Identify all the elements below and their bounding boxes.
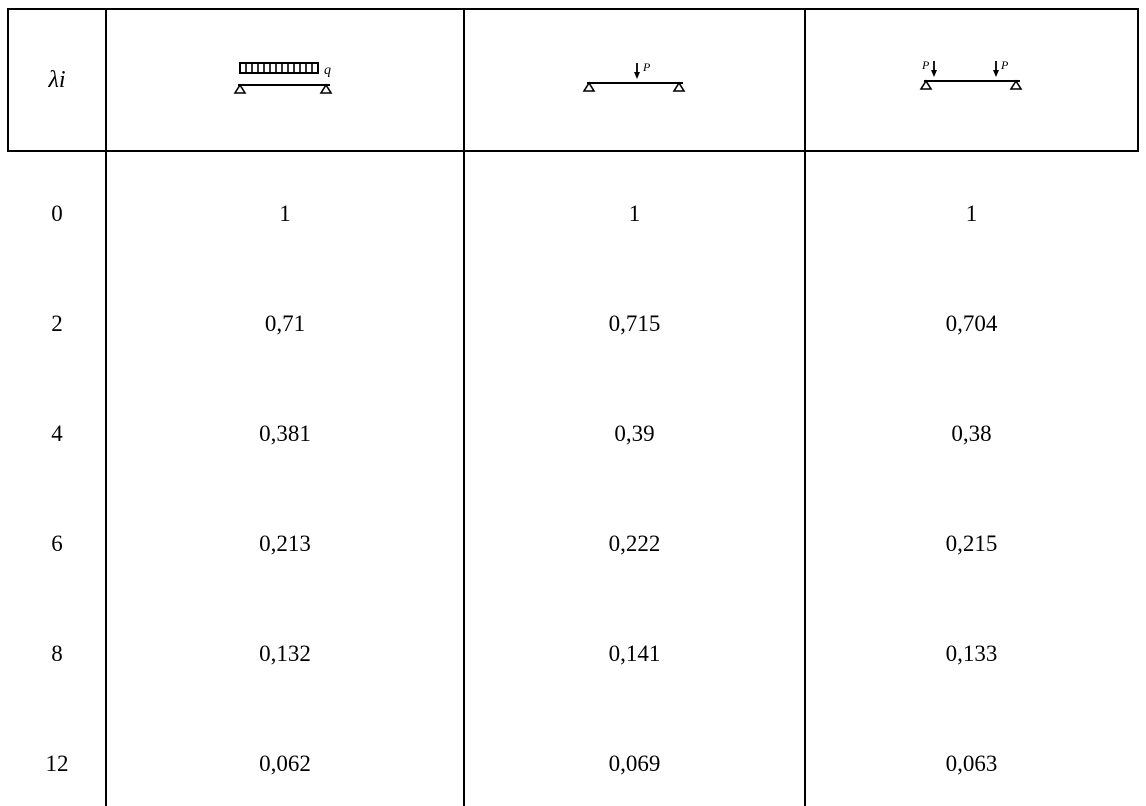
central-load-value: 1 — [628, 200, 641, 226]
two-point-load-value: 0,704 — [945, 310, 998, 336]
load-p-letter: P — [642, 60, 651, 74]
load-q-letter: q — [324, 63, 331, 78]
column-divider-2 — [463, 8, 465, 806]
lambda-header: λi — [48, 67, 66, 93]
two-point-load-beam-icon: P P — [919, 58, 1022, 90]
load-p-letter-left: P — [921, 58, 930, 72]
two-point-load-value: 0,38 — [951, 420, 992, 446]
table-right-border — [1137, 8, 1139, 152]
two-point-load-value: 0,133 — [945, 640, 998, 666]
lambda-value: 12 — [45, 750, 69, 776]
central-point-load-header: P — [465, 10, 804, 150]
lambda-value: 4 — [51, 420, 63, 446]
two-point-load-value: 1 — [965, 200, 978, 226]
lambda-value: 2 — [51, 310, 63, 336]
lambda-value: 6 — [51, 530, 63, 556]
load-p-letter-right: P — [1000, 58, 1009, 72]
table-top-border — [7, 8, 1139, 10]
two-point-load-value: 0,215 — [945, 530, 998, 556]
lambda-value: 8 — [51, 640, 63, 666]
uniform-load-value: 0,132 — [259, 640, 311, 666]
two-point-load-header: P P — [806, 10, 1137, 150]
column-divider-3 — [804, 8, 806, 806]
uniform-load-value: 0,213 — [259, 530, 311, 556]
two-point-load-value: 0,063 — [945, 750, 998, 776]
uniform-load-header: q — [107, 10, 463, 150]
uniform-load-value: 0,062 — [259, 750, 311, 776]
central-load-value: 0,715 — [608, 310, 661, 336]
central-load-value: 0,141 — [608, 640, 661, 666]
coefficient-table: λi q — [7, 8, 1139, 806]
lambda-value: 0 — [51, 200, 63, 226]
uniform-load-value: 1 — [279, 200, 291, 226]
central-load-value: 0,222 — [608, 530, 661, 556]
uniform-load-value: 0,381 — [259, 420, 311, 446]
header-bottom-border — [7, 150, 1139, 152]
uniform-load-value: 0,71 — [264, 310, 306, 336]
column-divider-1 — [105, 8, 107, 806]
uniform-load-beam-icon: q — [233, 62, 333, 94]
central-point-load-beam-icon: P — [582, 60, 685, 92]
table-left-border — [7, 8, 9, 152]
central-load-value: 0,39 — [614, 420, 655, 446]
central-load-value: 0,069 — [608, 750, 661, 776]
